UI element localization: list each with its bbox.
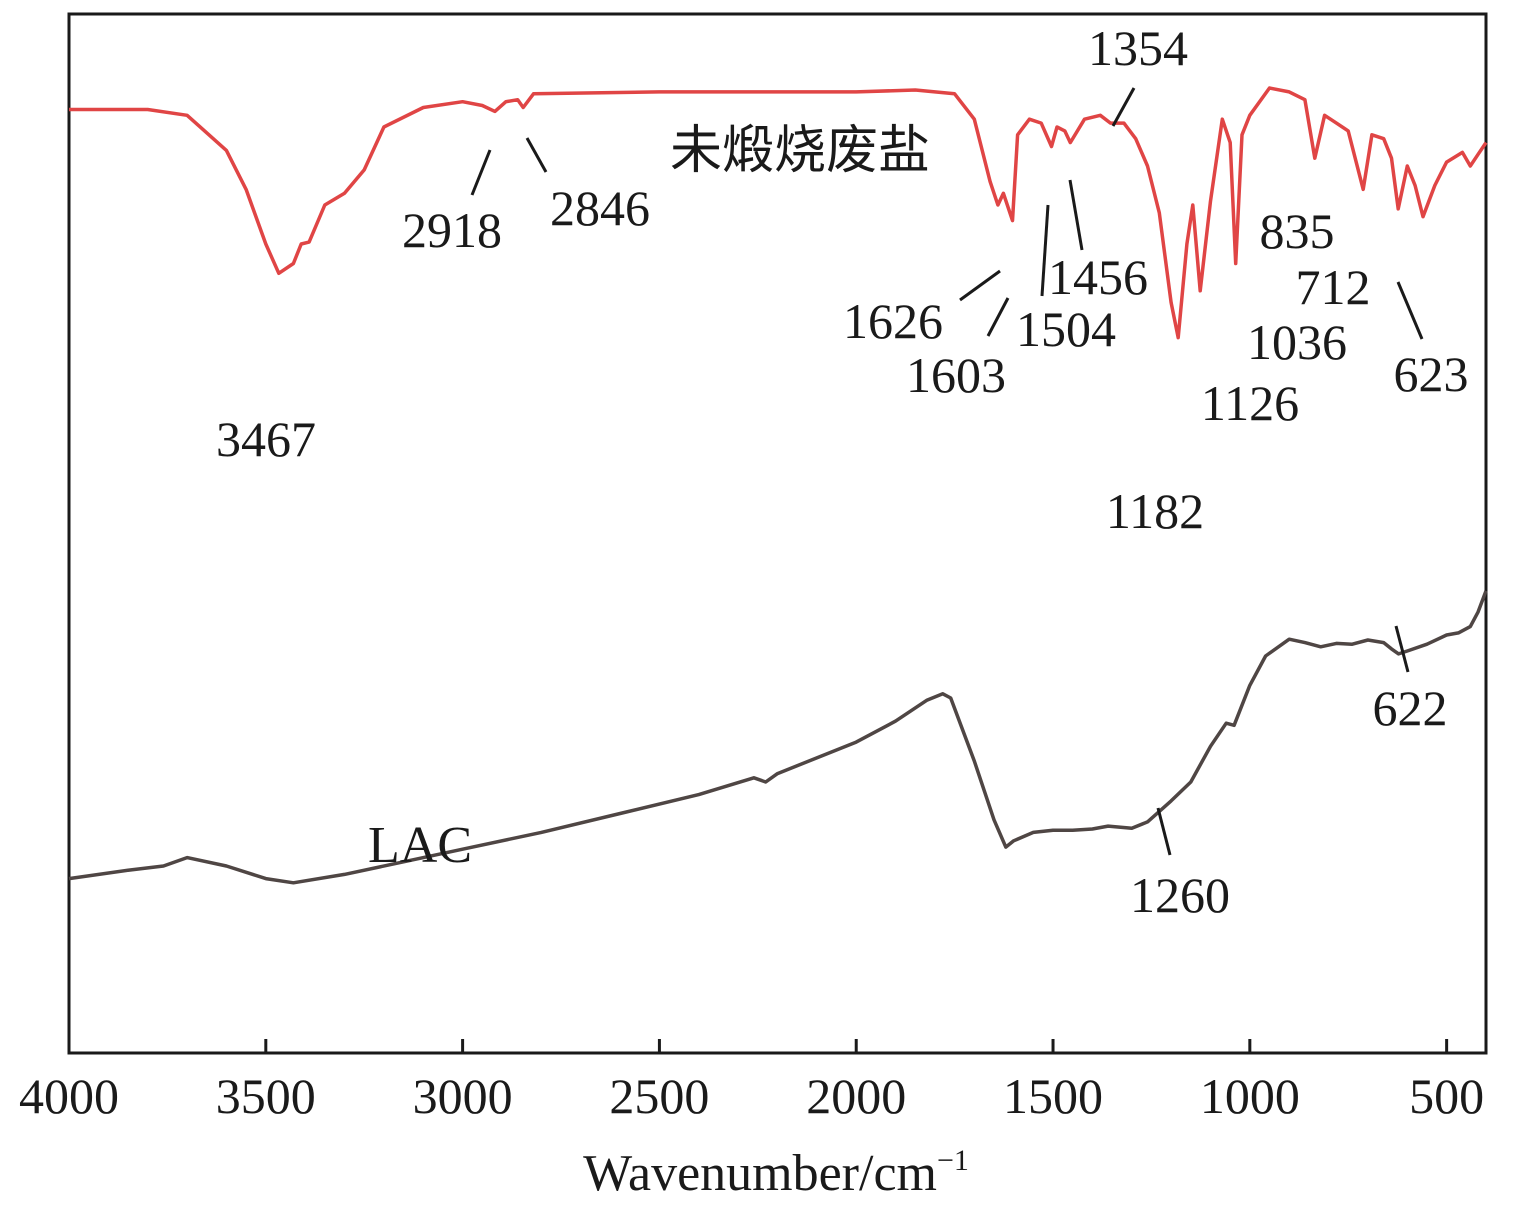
leader-line [470,149,492,196]
peak-label: 1626 [843,293,943,349]
x-tick-label: 1500 [1003,1068,1103,1124]
peak-label: 1126 [1201,375,1299,431]
x-axis-title-superscript: −1 [937,1144,969,1177]
peak-label: 1456 [1048,249,1148,305]
x-tick-label: 4000 [19,1068,119,1124]
peak-label: 1354 [1088,20,1188,76]
series-layer [68,86,1488,885]
x-axis-title-text: Wavenumber/cm [583,1145,937,1202]
series-line-waste-salt [69,86,1488,340]
leader-line [959,269,1001,302]
peak-label: 623 [1394,346,1469,402]
leader-line [986,297,1010,337]
x-tick-label: 3000 [413,1068,513,1124]
x-axis-title: Wavenumber/cm−1 [583,1144,969,1202]
leader-line [1394,625,1410,673]
peak-label: 1260 [1130,867,1230,923]
series-labels: 未煅烧废盐 LAC [368,123,930,874]
peak-label: 622 [1373,680,1448,736]
peak-label: 712 [1296,259,1371,315]
series-label-waste-salt: 未煅烧废盐 [670,123,930,180]
peak-label: 3467 [216,411,316,467]
leader-line [525,137,548,173]
peak-label: 1504 [1016,301,1116,357]
leader-line [1156,807,1172,856]
leader-line [1068,179,1084,251]
x-tick-label: 2500 [609,1068,709,1124]
peak-label: 835 [1260,203,1335,259]
peak-label: 2846 [550,180,650,236]
plot-frame [67,12,1488,1055]
x-tick-label: 1000 [1200,1068,1300,1124]
x-tick-label: 3500 [216,1068,316,1124]
x-tick-label: 500 [1409,1068,1484,1124]
leader-line [1111,87,1136,127]
leader-lines [470,87,1424,856]
peak-label: 2918 [402,202,502,258]
leader-line [1396,281,1424,340]
x-axis: 4000 3500 3000 2500 2000 1500 1000 500 [19,1039,1484,1124]
plot-area [67,12,1488,1055]
peak-label: 1182 [1106,483,1204,539]
x-tick-label: 2000 [806,1068,906,1124]
peak-label: 1603 [906,347,1006,403]
series-label-lac: LAC [368,817,472,874]
series-line-lac [68,590,1488,885]
peak-label: 1036 [1247,314,1347,370]
leader-line [1040,204,1050,297]
